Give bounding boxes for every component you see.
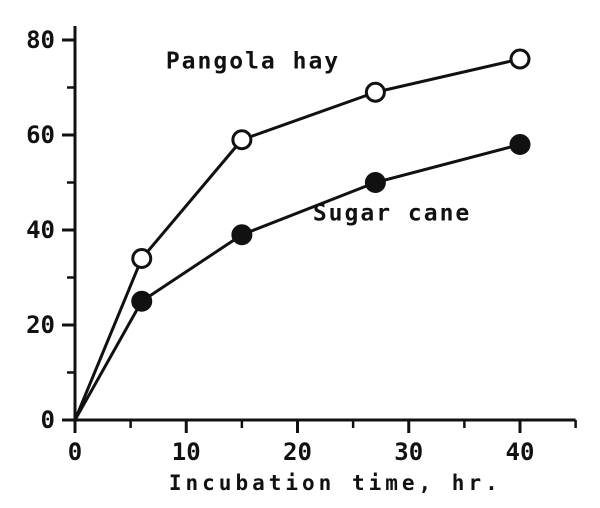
filled-circle-marker (364, 172, 386, 193)
filled-circle-marker (509, 134, 531, 155)
y-tick-label-80: 80 (26, 26, 55, 54)
data-markers (131, 48, 531, 312)
series-label-sugar-cane: Sugar cane (313, 201, 471, 227)
open-circle-marker (131, 248, 153, 269)
open-circle-marker (364, 81, 386, 103)
series-line-0 (73, 57, 521, 421)
axis-ticks (62, 38, 577, 433)
x-axis-label: Incubation time, hr. (169, 471, 502, 495)
filled-circle-marker (231, 224, 253, 246)
axes (73, 26, 576, 422)
x-tick-label-30: 30 (394, 438, 423, 466)
x-tick-label-10: 10 (172, 438, 201, 466)
tick-labels: 0 20 40 60 80 0 10 20 30 40 (26, 26, 534, 466)
y-tick-label-0: 0 (41, 406, 55, 434)
x-tick-label-40: 40 (506, 438, 535, 466)
series-lines (73, 57, 521, 421)
series-line-1 (73, 143, 521, 421)
x-tick-label-0: 0 (68, 438, 82, 466)
filled-circle-marker (131, 290, 153, 312)
series-label-pangola-hay: Pangola hay (166, 49, 340, 75)
y-tick-label-40: 40 (26, 216, 55, 244)
x-tick-label-20: 20 (283, 438, 312, 466)
open-circle-marker (509, 48, 531, 70)
open-circle-marker (231, 129, 253, 151)
y-tick-label-60: 60 (26, 121, 55, 149)
y-tick-label-20: 20 (26, 311, 55, 339)
